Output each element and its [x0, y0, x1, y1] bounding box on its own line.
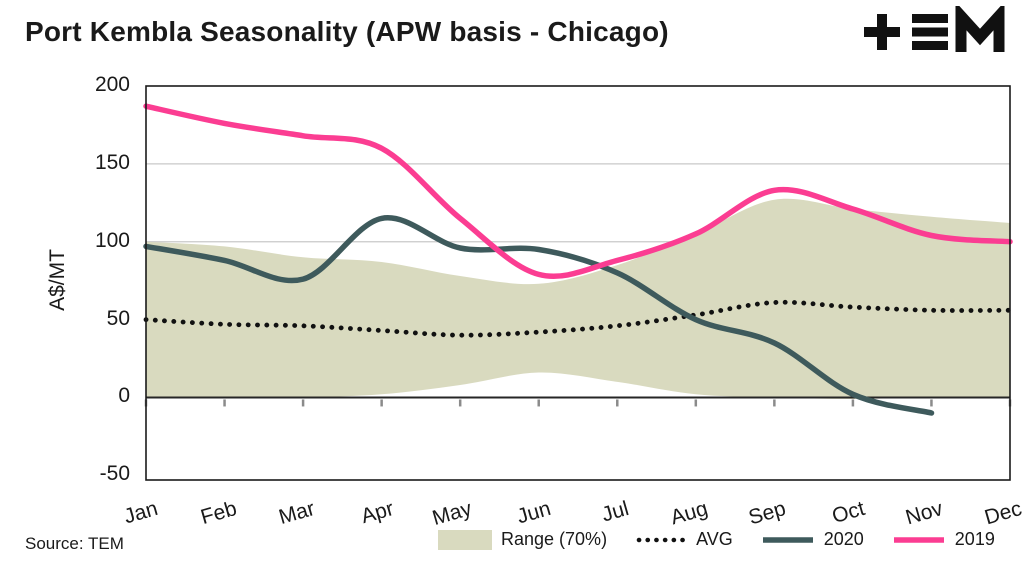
series-line-avg	[143, 299, 1013, 338]
legend-label-2020: 2020	[823, 529, 864, 549]
y-tick-label: 0	[118, 384, 130, 408]
chart-legend: Range (70%) AVG 2020 2019	[438, 529, 995, 550]
line-2019-swatch	[893, 536, 944, 543]
source-text: Source: TEM	[25, 534, 124, 553]
tem-logo-icon	[864, 1, 1005, 52]
legend-label-avg: AVG	[696, 529, 733, 549]
legend-item-range: Range (70%)	[438, 529, 607, 550]
legend-item-avg: AVG	[635, 529, 733, 550]
y-tick-label: -50	[99, 462, 130, 486]
range-band	[146, 198, 1010, 399]
y-tick-label: 50	[106, 306, 130, 330]
legend-label-2019: 2019	[954, 529, 995, 549]
series-line-2020	[143, 215, 935, 416]
series-line-2019	[143, 103, 1013, 280]
y-tick-label: 150	[94, 150, 130, 174]
y-tick-label: 200	[94, 73, 130, 96]
legend-item-2020: 2020	[761, 529, 864, 550]
legend-label-range: Range (70%)	[501, 529, 608, 549]
tem-logo	[860, 1, 1010, 63]
line-2020-swatch	[762, 536, 813, 543]
avg-dotted-swatch	[636, 537, 686, 542]
range-band-swatch	[438, 529, 492, 550]
y-tick-label: 100	[94, 228, 130, 252]
legend-item-2019: 2019	[892, 529, 995, 550]
chart-title: Port Kembla Seasonality (APW basis - Chi…	[25, 16, 669, 47]
plot-frame	[145, 85, 1011, 481]
